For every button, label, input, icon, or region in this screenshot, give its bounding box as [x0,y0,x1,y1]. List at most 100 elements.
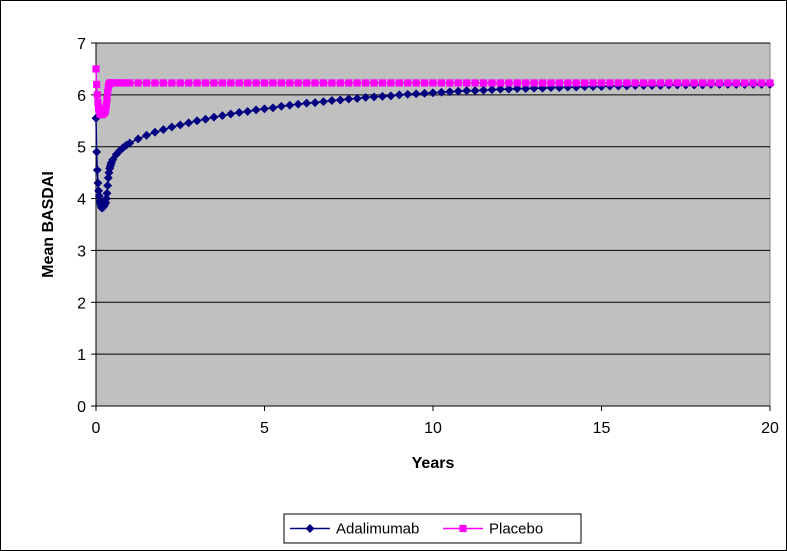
data-point-0-50 [293,99,303,109]
data-point-1-87 [606,79,614,87]
plot-area [95,42,771,407]
data-point-1-59 [370,79,378,87]
data-point-1-35 [168,79,176,87]
data-point-1-90 [631,79,639,87]
y-axis-title: Mean BASDAI [40,171,57,278]
x-axis-title: Years [412,455,455,472]
data-point-1-63 [404,79,412,87]
data-point-0-55 [335,95,345,105]
data-point-1-54 [328,79,336,87]
data-point-0-41 [217,111,227,121]
data-point-1-95 [673,79,681,87]
data-point-0-43 [234,107,244,118]
data-point-0-18 [103,181,113,191]
series-1 [92,65,774,119]
data-point-0-39 [200,114,211,124]
data-point-0-62 [394,90,404,100]
data-point-1-81 [555,79,563,87]
data-point-0-72 [478,85,489,95]
y-tick-label-0: 0 [77,399,86,416]
data-point-1-53 [319,79,328,87]
x-tick-label-1: 5 [260,420,269,437]
data-point-0-46 [259,104,270,114]
data-point-1-69 [454,79,462,87]
data-point-0-57 [352,93,362,104]
series-layer [91,65,775,213]
data-point-0-30 [125,138,135,148]
data-point-0-42 [226,109,236,119]
data-point-1-96 [682,79,690,87]
data-point-1-66 [429,79,437,87]
data-point-0-32 [141,130,152,140]
data-point-1-71 [471,79,479,87]
legend-label-1: Placebo [489,521,543,538]
data-point-1-16 [102,101,110,109]
data-point-1-39 [201,79,210,87]
data-point-1-17 [103,95,111,103]
data-point-1-2 [93,91,101,99]
data-point-1-92 [648,79,656,87]
legend-marker-1 [459,524,467,533]
data-point-0-71 [470,86,480,96]
data-point-0-69 [453,86,463,96]
data-point-0-59 [369,92,379,102]
data-point-1-84 [581,79,589,87]
data-point-0-38 [192,116,202,126]
legend-box [283,513,582,544]
data-point-0-49 [285,100,295,110]
data-point-1-40 [210,79,218,87]
data-point-0-44 [243,106,253,117]
data-point-1-75 [505,79,513,87]
data-point-1-89 [623,79,631,87]
data-point-1-45 [252,79,260,87]
x-tick-label-2: 10 [424,420,442,437]
data-point-0-58 [361,92,371,103]
data-point-1-70 [463,79,471,87]
data-point-0-52 [310,98,320,108]
data-point-1-76 [513,79,521,87]
data-point-0-68 [445,87,455,97]
data-point-1-85 [589,79,597,87]
data-point-0-36 [175,120,185,130]
data-point-1-58 [362,79,370,87]
data-point-1-30 [126,79,134,87]
data-point-1-1 [93,80,101,89]
data-point-1-86 [597,79,606,87]
data-point-0-45 [251,105,261,115]
data-point-1-62 [395,79,403,87]
data-point-1-3 [94,99,102,107]
data-point-1-104 [749,79,757,87]
data-point-0-33 [150,127,160,137]
data-point-1-44 [244,79,252,87]
data-point-1-103 [741,79,749,87]
data-point-0-20 [104,168,114,178]
data-point-1-55 [336,79,344,87]
data-point-1-73 [488,79,496,87]
data-point-0-60 [377,91,388,101]
data-point-1-48 [277,79,285,87]
data-point-1-51 [303,79,311,87]
data-point-1-61 [387,79,395,87]
data-point-1-52 [311,79,319,87]
data-point-1-67 [437,79,446,87]
data-point-1-38 [193,79,201,87]
y-tick-label-6: 6 [77,88,86,105]
data-point-1-82 [564,79,572,87]
data-point-1-80 [547,79,555,87]
data-point-1-102 [732,79,740,87]
data-point-1-43 [235,79,243,87]
data-point-1-34 [159,79,167,87]
data-point-1-99 [707,79,715,87]
data-point-1-31 [134,79,142,87]
y-tick-label-3: 3 [77,243,86,260]
data-point-1-57 [353,79,361,87]
x-tick-label-3: 15 [593,420,611,437]
data-point-1-98 [699,79,707,87]
data-point-1-105 [757,79,766,87]
legend-items: Adalimumab Placebo [290,521,543,538]
y-tick-label-2: 2 [77,295,86,312]
legend-label-0: Adalimumab [336,521,419,538]
data-point-1-50 [294,79,302,87]
x-axis-ticks: 0 5 10 15 20 [92,406,779,437]
